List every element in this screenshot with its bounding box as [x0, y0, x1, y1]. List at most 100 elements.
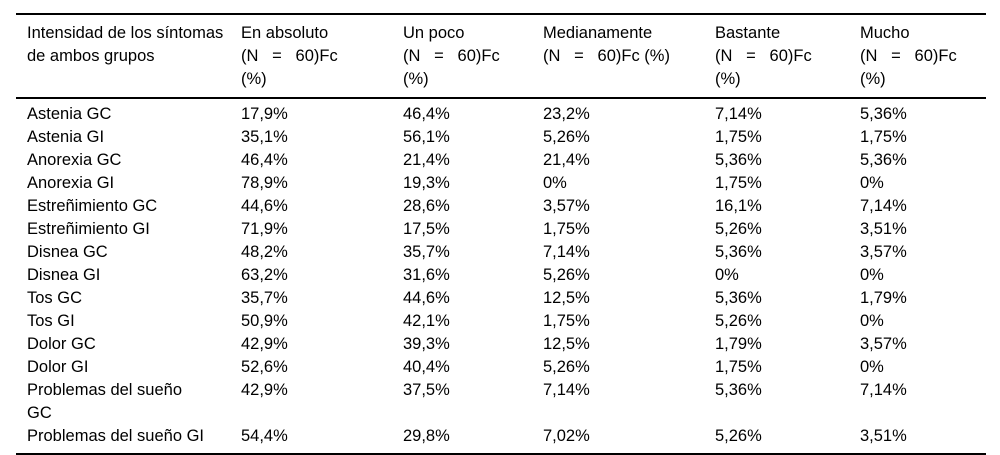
row-label: Dolor GC [27, 335, 96, 353]
value-cell: 7,02% [543, 427, 590, 445]
value-cell: 48,2% [241, 243, 288, 261]
value-cell: 17,9% [241, 105, 288, 123]
row-label: Disnea GC [27, 243, 108, 261]
value-cell: 7,14% [715, 105, 762, 123]
value-cell: 21,4% [403, 151, 450, 169]
value-cell: 3,57% [860, 243, 907, 261]
value-cell: 31,6% [403, 266, 450, 284]
value-cell: 50,9% [241, 312, 288, 330]
value-cell: 46,4% [403, 105, 450, 123]
table-row: Estreñimiento GI 71,9% 17,5% 1,75% 5,26% 3,51… [16, 218, 986, 241]
value-cell: 1,79% [860, 289, 907, 307]
value-cell: 5,26% [715, 427, 762, 445]
value-cell: 5,36% [715, 243, 762, 261]
value-cell: 0% [860, 358, 884, 376]
value-cell: 0% [543, 174, 567, 192]
table-row: Tos GI 50,9% 42,1% 1,75% 5,26% 0% [16, 310, 986, 333]
value-cell: 5,26% [543, 266, 590, 284]
table-row: Problemas del sueño GI 54,4% 29,8% 7,02% 5,2… [16, 425, 986, 454]
row-label: Tos GI [27, 312, 75, 330]
value-cell: 12,5% [543, 335, 590, 353]
value-cell: 40,4% [403, 358, 450, 376]
value-cell: 44,6% [403, 289, 450, 307]
row-label: Estreñimiento GC [27, 197, 158, 215]
value-cell: 1,75% [715, 128, 762, 146]
value-cell: 71,9% [241, 220, 288, 238]
value-cell: 56,1% [403, 128, 450, 146]
table-row: Astenia GC 17,9% 46,4% 23,2% 7,14% 5,36% [16, 98, 986, 126]
value-cell: 46,4% [241, 151, 288, 169]
table-row: Estreñimiento GC 44,6% 28,6% 3,57% 16,1% 7,14… [16, 195, 986, 218]
row-label: Anorexia GI [27, 174, 115, 192]
row-label: Estreñimiento GI [27, 220, 150, 238]
value-cell: 21,4% [543, 151, 590, 169]
value-cell: 7,14% [543, 381, 590, 399]
row-label: Problemas del sueño GC [27, 381, 183, 422]
value-cell: 37,5% [403, 381, 450, 399]
value-cell: 5,36% [715, 381, 762, 399]
value-cell: 7,14% [543, 243, 590, 261]
value-cell: 29,8% [403, 427, 450, 445]
column-header-medianamente: Medianamente (N = 60)Fc (%) [543, 24, 670, 65]
value-cell: 1,75% [543, 312, 590, 330]
column-header-mucho: Mucho (N = 60)Fc (%) [860, 24, 957, 88]
value-cell: 0% [860, 266, 884, 284]
value-cell: 17,5% [403, 220, 450, 238]
column-header-un-poco: Un poco (N = 60)Fc (%) [403, 24, 500, 88]
value-cell: 5,36% [715, 151, 762, 169]
value-cell: 19,3% [403, 174, 450, 192]
value-cell: 63,2% [241, 266, 288, 284]
value-cell: 12,5% [543, 289, 590, 307]
value-cell: 0% [860, 174, 884, 192]
value-cell: 16,1% [715, 197, 762, 215]
value-cell: 5,26% [715, 220, 762, 238]
value-cell: 5,36% [860, 105, 907, 123]
table-row: Anorexia GI 78,9% 19,3% 0% 1,75% 0% [16, 172, 986, 195]
value-cell: 54,4% [241, 427, 288, 445]
table-row: Disnea GC 48,2% 35,7% 7,14% 5,36% 3,57% [16, 241, 986, 264]
value-cell: 1,75% [543, 220, 590, 238]
value-cell: 5,26% [543, 358, 590, 376]
value-cell: 39,3% [403, 335, 450, 353]
symptom-intensity-table-container: Intensidad de los síntomas de ambos grup… [16, 13, 986, 455]
value-cell: 28,6% [403, 197, 450, 215]
value-cell: 1,75% [860, 128, 907, 146]
value-cell: 35,7% [241, 289, 288, 307]
value-cell: 7,14% [860, 197, 907, 215]
table-row: Tos GC 35,7% 44,6% 12,5% 5,36% 1,79% [16, 287, 986, 310]
value-cell: 0% [715, 266, 739, 284]
value-cell: 3,51% [860, 427, 907, 445]
table-row: Astenia GI 35,1% 56,1% 5,26% 1,75% 1,75% [16, 126, 986, 149]
value-cell: 5,36% [860, 151, 907, 169]
value-cell: 52,6% [241, 358, 288, 376]
table-row: Disnea GI 63,2% 31,6% 5,26% 0% 0% [16, 264, 986, 287]
value-cell: 78,9% [241, 174, 288, 192]
value-cell: 5,26% [543, 128, 590, 146]
header-row: Intensidad de los síntomas de ambos grup… [16, 14, 986, 98]
value-cell: 35,1% [241, 128, 288, 146]
table-body: Astenia GC 17,9% 46,4% 23,2% 7,14% 5,36% Asten… [16, 98, 986, 454]
row-label: Tos GC [27, 289, 83, 307]
value-cell: 5,36% [715, 289, 762, 307]
value-cell: 5,26% [715, 312, 762, 330]
value-cell: 44,6% [241, 197, 288, 215]
value-cell: 23,2% [543, 105, 590, 123]
row-label: Dolor GI [27, 358, 89, 376]
value-cell: 3,57% [543, 197, 590, 215]
value-cell: 1,75% [715, 174, 762, 192]
table-header: Intensidad de los síntomas de ambos grup… [16, 14, 986, 98]
value-cell: 3,51% [860, 220, 907, 238]
row-label: Anorexia GC [27, 151, 122, 169]
value-cell: 3,57% [860, 335, 907, 353]
table-row: Dolor GI 52,6% 40,4% 5,26% 1,75% 0% [16, 356, 986, 379]
row-label: Astenia GC [27, 105, 112, 123]
row-label: Problemas del sueño GI [27, 427, 205, 445]
value-cell: 1,75% [715, 358, 762, 376]
value-cell: 35,7% [403, 243, 450, 261]
column-header-sintoma: Intensidad de los síntomas de ambos grup… [27, 24, 224, 65]
value-cell: 7,14% [860, 381, 907, 399]
symptom-intensity-table: Intensidad de los síntomas de ambos grup… [16, 13, 986, 455]
table-row: Dolor GC 42,9% 39,3% 12,5% 1,79% 3,57% [16, 333, 986, 356]
row-label: Disnea GI [27, 266, 101, 284]
table-row: Problemas del sueño GC 42,9% 37,5% 7,14% 5,3… [16, 379, 986, 425]
